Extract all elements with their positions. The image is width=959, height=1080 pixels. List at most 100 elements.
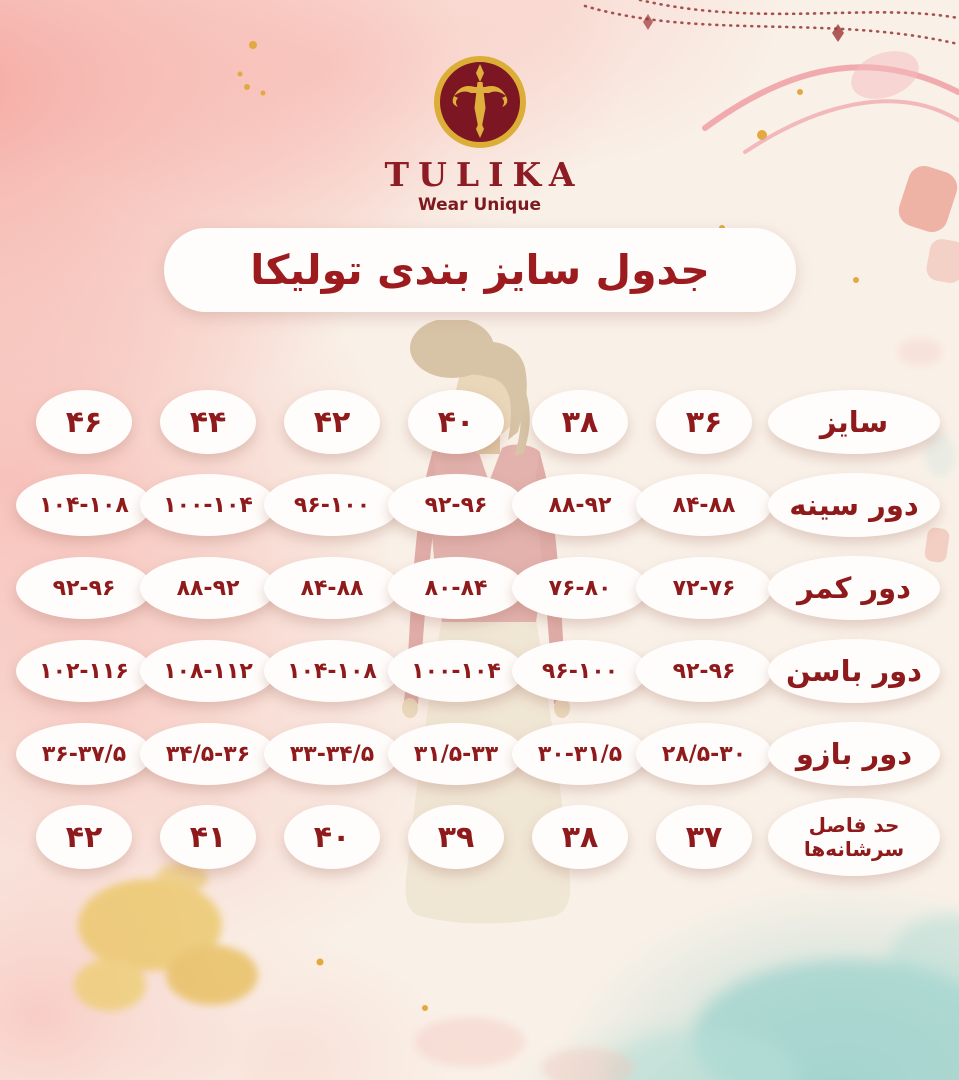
size-cell: ۳۸ [532, 390, 628, 454]
table-slot: ۹۲-۹۶ [636, 640, 772, 702]
size-cell: ۹۲-۹۶ [16, 557, 152, 619]
size-cell: ۴۶ [36, 390, 132, 454]
table-slot: ۳۸ [518, 805, 642, 869]
size-cell: ۴۲ [284, 390, 380, 454]
row-label-cell: دور کمر [768, 556, 940, 620]
table-slot: ۴۶ [22, 390, 146, 454]
table-slot: ۴۴ [146, 390, 270, 454]
size-cell: ۳۶ [656, 390, 752, 454]
table-slot: ۳۷ [642, 805, 766, 869]
table-row-3: ۱۰۲-۱۱۶ ۱۰۸-۱۱۲ ۱۰۴-۱۰۸ ۱۰۰-۱۰۴ ۹۶-۱۰۰ ۹۲-۹۶ د… [16, 638, 942, 704]
table-slot: ۷۲-۷۶ [636, 557, 772, 619]
table-slot: ۱۰۰-۱۰۴ [388, 640, 524, 702]
table-row-0: ۴۶ ۴۴ ۴۲ ۴۰ ۳۸ ۳۶ سایز [22, 389, 942, 455]
table-slot: ۳۳-۳۴/۵ [264, 723, 400, 785]
table-row-2: ۹۲-۹۶ ۸۸-۹۲ ۸۴-۸۸ ۸۰-۸۴ ۷۶-۸۰ ۷۲-۷۶ دور کمر [16, 555, 942, 621]
table-label-slot: دور بازو [766, 722, 942, 786]
size-cell: ۴۲ [36, 805, 132, 869]
table-row-1: ۱۰۴-۱۰۸ ۱۰۰-۱۰۴ ۹۶-۱۰۰ ۹۲-۹۶ ۸۸-۹۲ ۸۴-۸۸ دور س… [16, 472, 942, 538]
brand-header: TULIKA Wear Unique [0, 54, 959, 215]
row-label-cell: دور بازو [768, 722, 940, 786]
table-slot: ۸۸-۹۲ [140, 557, 276, 619]
figure-hand-left [402, 698, 418, 718]
size-cell: ۸۴-۸۸ [636, 474, 772, 536]
size-cell: ۹۲-۹۶ [636, 640, 772, 702]
table-slot: ۳۰-۳۱/۵ [512, 723, 648, 785]
brand-name: TULIKA [384, 155, 584, 194]
row-label-cell: دور باسن [768, 639, 940, 703]
size-cell: ۳۴/۵-۳۶ [140, 723, 276, 785]
table-label-slot: دور سینه [766, 473, 942, 537]
table-slot: ۴۲ [270, 390, 394, 454]
table-slot: ۹۶-۱۰۰ [264, 474, 400, 536]
table-slot: ۴۰ [394, 390, 518, 454]
size-cell: ۱۰۴-۱۰۸ [16, 474, 152, 536]
table-label-slot: سایز [766, 390, 942, 454]
size-cell: ۳۰-۳۱/۵ [512, 723, 648, 785]
title-pill: جدول سایز بندی تولیکا [164, 228, 796, 312]
brand-tagline: Wear Unique [418, 195, 541, 215]
table-slot: ۳۶ [642, 390, 766, 454]
dotted-garland [583, 0, 959, 46]
figure-hair [450, 341, 527, 440]
size-cell: ۴۰ [284, 805, 380, 869]
size-cell: ۱۰۰-۱۰۴ [388, 640, 524, 702]
table-slot: ۳۸ [518, 390, 642, 454]
table-slot: ۹۲-۹۶ [16, 557, 152, 619]
page-title: جدول سایز بندی تولیکا [250, 246, 710, 294]
size-cell: ۸۴-۸۸ [264, 557, 400, 619]
table-slot: ۱۰۴-۱۰۸ [264, 640, 400, 702]
table-slot: ۴۰ [270, 805, 394, 869]
size-cell: ۱۰۴-۱۰۸ [264, 640, 400, 702]
tulika-logo-icon [433, 56, 526, 148]
table-slot: ۳۴/۵-۳۶ [140, 723, 276, 785]
garland-tassel [643, 14, 653, 30]
logo-monogram [452, 64, 507, 138]
size-cell: ۳۷ [656, 805, 752, 869]
table-slot: ۹۶-۱۰۰ [512, 640, 648, 702]
row-label-cell: حد فاصل سرشانه‌ها [768, 798, 940, 876]
size-cell: ۲۸/۵-۳۰ [636, 723, 772, 785]
table-slot: ۴۱ [146, 805, 270, 869]
table-slot: ۱۰۴-۱۰۸ [16, 474, 152, 536]
table-slot: ۱۰۰-۱۰۴ [140, 474, 276, 536]
garland-tassel [832, 24, 844, 42]
size-cell: ۹۶-۱۰۰ [264, 474, 400, 536]
size-cell: ۴۰ [408, 390, 504, 454]
table-slot: ۲۸/۵-۳۰ [636, 723, 772, 785]
table-slot: ۴۲ [22, 805, 146, 869]
size-table: ۴۶ ۴۴ ۴۲ ۴۰ ۳۸ ۳۶ سایز ۱۰۴-۱۰۸ ۱۰۰-۱۰۴ ۹۶-۱۰۰ ۹۲-۹… [16, 389, 942, 889]
table-row-4: ۳۶-۳۷/۵ ۳۴/۵-۳۶ ۳۳-۳۴/۵ ۳۱/۵-۳۳ ۳۰-۳۱/۵ ۲۸/۵-… [16, 721, 942, 787]
table-slot: ۳۹ [394, 805, 518, 869]
size-cell: ۴۱ [160, 805, 256, 869]
teal-watercolor-patch [607, 914, 959, 1080]
figure-hand-right [554, 698, 570, 718]
size-cell: ۱۰۰-۱۰۴ [140, 474, 276, 536]
figure-hair-side [514, 378, 530, 456]
size-cell: ۳۳-۳۴/۵ [264, 723, 400, 785]
table-label-slot: دور کمر [766, 556, 942, 620]
table-slot: ۸۴-۸۸ [264, 557, 400, 619]
size-cell: ۸۸-۹۲ [140, 557, 276, 619]
table-slot: ۸۰-۸۴ [388, 557, 524, 619]
size-cell: ۹۲-۹۶ [388, 474, 524, 536]
size-cell: ۷۶-۸۰ [512, 557, 648, 619]
size-cell: ۴۴ [160, 390, 256, 454]
table-slot: ۱۰۸-۱۱۲ [140, 640, 276, 702]
size-cell: ۳۶-۳۷/۵ [16, 723, 152, 785]
size-cell: ۱۰۲-۱۱۶ [16, 640, 152, 702]
table-slot: ۸۸-۹۲ [512, 474, 648, 536]
size-cell: ۳۹ [408, 805, 504, 869]
size-cell: ۳۱/۵-۳۳ [388, 723, 524, 785]
size-cell: ۷۲-۷۶ [636, 557, 772, 619]
table-slot: ۷۶-۸۰ [512, 557, 648, 619]
table-label-slot: دور باسن [766, 639, 942, 703]
table-slot: ۸۴-۸۸ [636, 474, 772, 536]
size-cell: ۸۸-۹۲ [512, 474, 648, 536]
table-row-5: ۴۲ ۴۱ ۴۰ ۳۹ ۳۸ ۳۷ حد فاصل سرشانه‌ها [22, 798, 942, 876]
size-cell: ۱۰۸-۱۱۲ [140, 640, 276, 702]
size-cell: ۹۶-۱۰۰ [512, 640, 648, 702]
table-slot: ۳۶-۳۷/۵ [16, 723, 152, 785]
table-slot: ۳۱/۵-۳۳ [388, 723, 524, 785]
